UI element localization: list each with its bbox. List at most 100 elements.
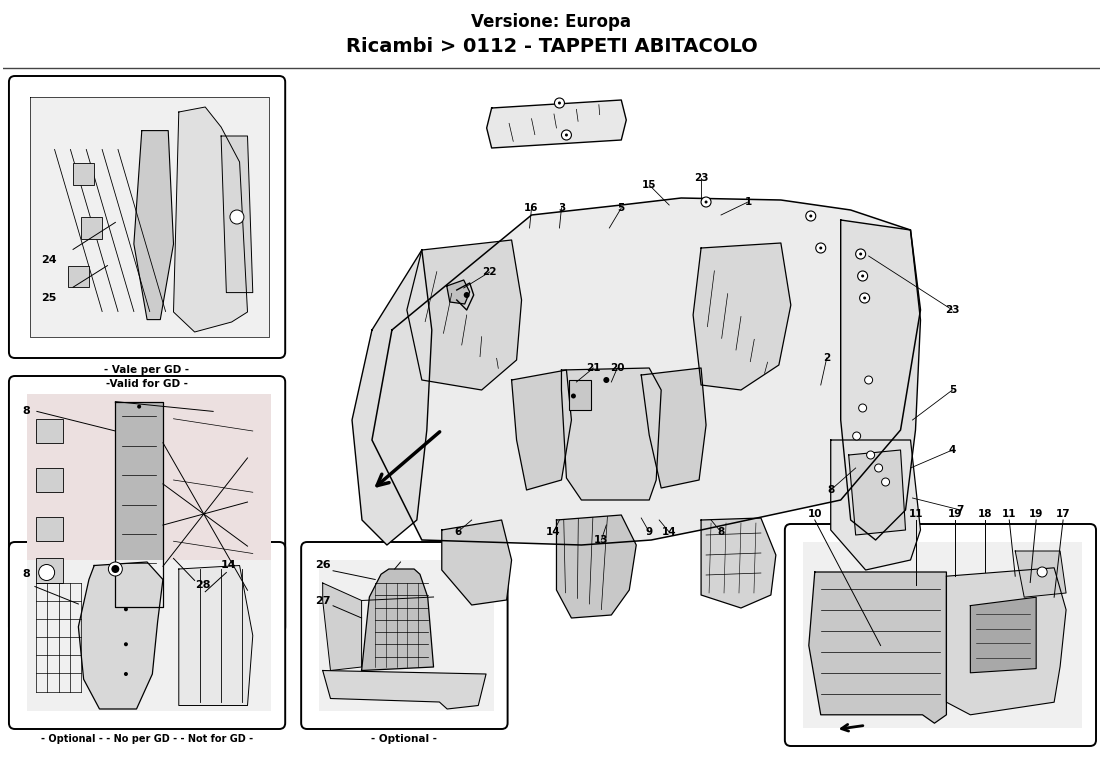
- Polygon shape: [352, 250, 432, 545]
- Text: 19: 19: [948, 509, 962, 519]
- Polygon shape: [322, 671, 486, 709]
- Text: 5: 5: [618, 203, 625, 213]
- Polygon shape: [840, 220, 921, 540]
- Circle shape: [858, 271, 868, 281]
- Text: 25: 25: [42, 293, 57, 303]
- Circle shape: [701, 197, 711, 207]
- Circle shape: [859, 293, 870, 303]
- Text: 27: 27: [315, 595, 331, 605]
- FancyBboxPatch shape: [9, 376, 285, 633]
- Circle shape: [230, 210, 244, 224]
- Text: auder: auder: [417, 401, 604, 479]
- Polygon shape: [557, 515, 636, 618]
- Text: 9: 9: [646, 527, 652, 537]
- Polygon shape: [372, 198, 921, 545]
- Circle shape: [124, 672, 128, 676]
- Polygon shape: [808, 572, 946, 723]
- Circle shape: [39, 565, 55, 580]
- Circle shape: [859, 253, 862, 256]
- Circle shape: [806, 211, 816, 221]
- Circle shape: [109, 562, 122, 576]
- Text: 7: 7: [957, 505, 964, 515]
- Circle shape: [867, 451, 875, 459]
- Text: 15: 15: [642, 180, 657, 190]
- Bar: [36, 517, 63, 542]
- Polygon shape: [701, 518, 776, 608]
- Text: 14: 14: [547, 527, 561, 537]
- Polygon shape: [442, 520, 512, 605]
- Polygon shape: [447, 280, 470, 304]
- Polygon shape: [174, 107, 248, 332]
- Polygon shape: [693, 243, 791, 390]
- Text: 8: 8: [22, 406, 30, 416]
- Bar: [36, 419, 63, 443]
- Bar: [68, 266, 89, 287]
- Text: 21: 21: [586, 363, 601, 373]
- Circle shape: [124, 643, 128, 646]
- Text: 2: 2: [823, 353, 830, 363]
- Circle shape: [603, 377, 609, 383]
- Text: Versione: Europa: Versione: Europa: [472, 13, 631, 31]
- Circle shape: [874, 464, 882, 472]
- Polygon shape: [179, 566, 253, 706]
- Text: parts: parts: [462, 496, 615, 564]
- Polygon shape: [641, 368, 706, 488]
- Bar: [36, 559, 63, 583]
- Polygon shape: [319, 560, 494, 711]
- Text: - Optional - - Vale per GD - - Valid for GD -: - Optional - - Vale per GD - - Valid for…: [32, 638, 261, 648]
- Text: 8: 8: [22, 570, 30, 579]
- FancyBboxPatch shape: [9, 542, 285, 729]
- Polygon shape: [830, 440, 921, 570]
- Text: 20: 20: [610, 363, 625, 373]
- Polygon shape: [30, 97, 270, 337]
- Polygon shape: [561, 368, 661, 500]
- Circle shape: [816, 243, 826, 253]
- Circle shape: [138, 405, 141, 409]
- Polygon shape: [946, 568, 1066, 715]
- Circle shape: [554, 98, 564, 108]
- Text: 4: 4: [948, 445, 956, 455]
- Circle shape: [859, 404, 867, 412]
- Circle shape: [565, 134, 568, 137]
- Circle shape: [571, 393, 576, 399]
- Text: 24: 24: [42, 255, 57, 265]
- Text: 19: 19: [1028, 509, 1044, 519]
- Circle shape: [464, 292, 470, 298]
- Text: - Vale per GD -: - Vale per GD -: [104, 365, 189, 375]
- Text: 5: 5: [949, 385, 956, 395]
- FancyBboxPatch shape: [9, 76, 285, 358]
- Text: 3: 3: [558, 203, 565, 213]
- Polygon shape: [970, 598, 1036, 673]
- Circle shape: [561, 130, 571, 140]
- Bar: [36, 468, 63, 493]
- Bar: [73, 163, 95, 185]
- Polygon shape: [78, 562, 163, 709]
- Text: 16: 16: [525, 203, 539, 213]
- Text: 8: 8: [827, 485, 835, 495]
- Text: 18: 18: [978, 509, 992, 519]
- Bar: [81, 217, 102, 239]
- Text: - Optional -: - Optional -: [371, 734, 437, 744]
- Circle shape: [558, 102, 561, 104]
- Text: 11: 11: [910, 509, 924, 519]
- Text: 17: 17: [1056, 509, 1070, 519]
- Text: 26: 26: [315, 560, 331, 570]
- Circle shape: [810, 214, 812, 218]
- Text: 23: 23: [945, 305, 959, 315]
- Polygon shape: [803, 542, 1082, 728]
- Circle shape: [861, 274, 865, 277]
- Text: - Optional - - No per GD - - Not for GD -: - Optional - - No per GD - - Not for GD …: [41, 734, 253, 744]
- Polygon shape: [134, 131, 174, 319]
- Circle shape: [1037, 567, 1047, 577]
- Polygon shape: [26, 394, 272, 615]
- Circle shape: [705, 200, 707, 204]
- Polygon shape: [221, 136, 253, 293]
- Circle shape: [864, 297, 866, 299]
- Polygon shape: [407, 240, 521, 390]
- Circle shape: [820, 246, 823, 249]
- Text: 11: 11: [1002, 509, 1016, 519]
- Circle shape: [856, 249, 866, 259]
- Polygon shape: [1015, 551, 1066, 598]
- Text: 22: 22: [483, 267, 497, 277]
- FancyBboxPatch shape: [301, 542, 507, 729]
